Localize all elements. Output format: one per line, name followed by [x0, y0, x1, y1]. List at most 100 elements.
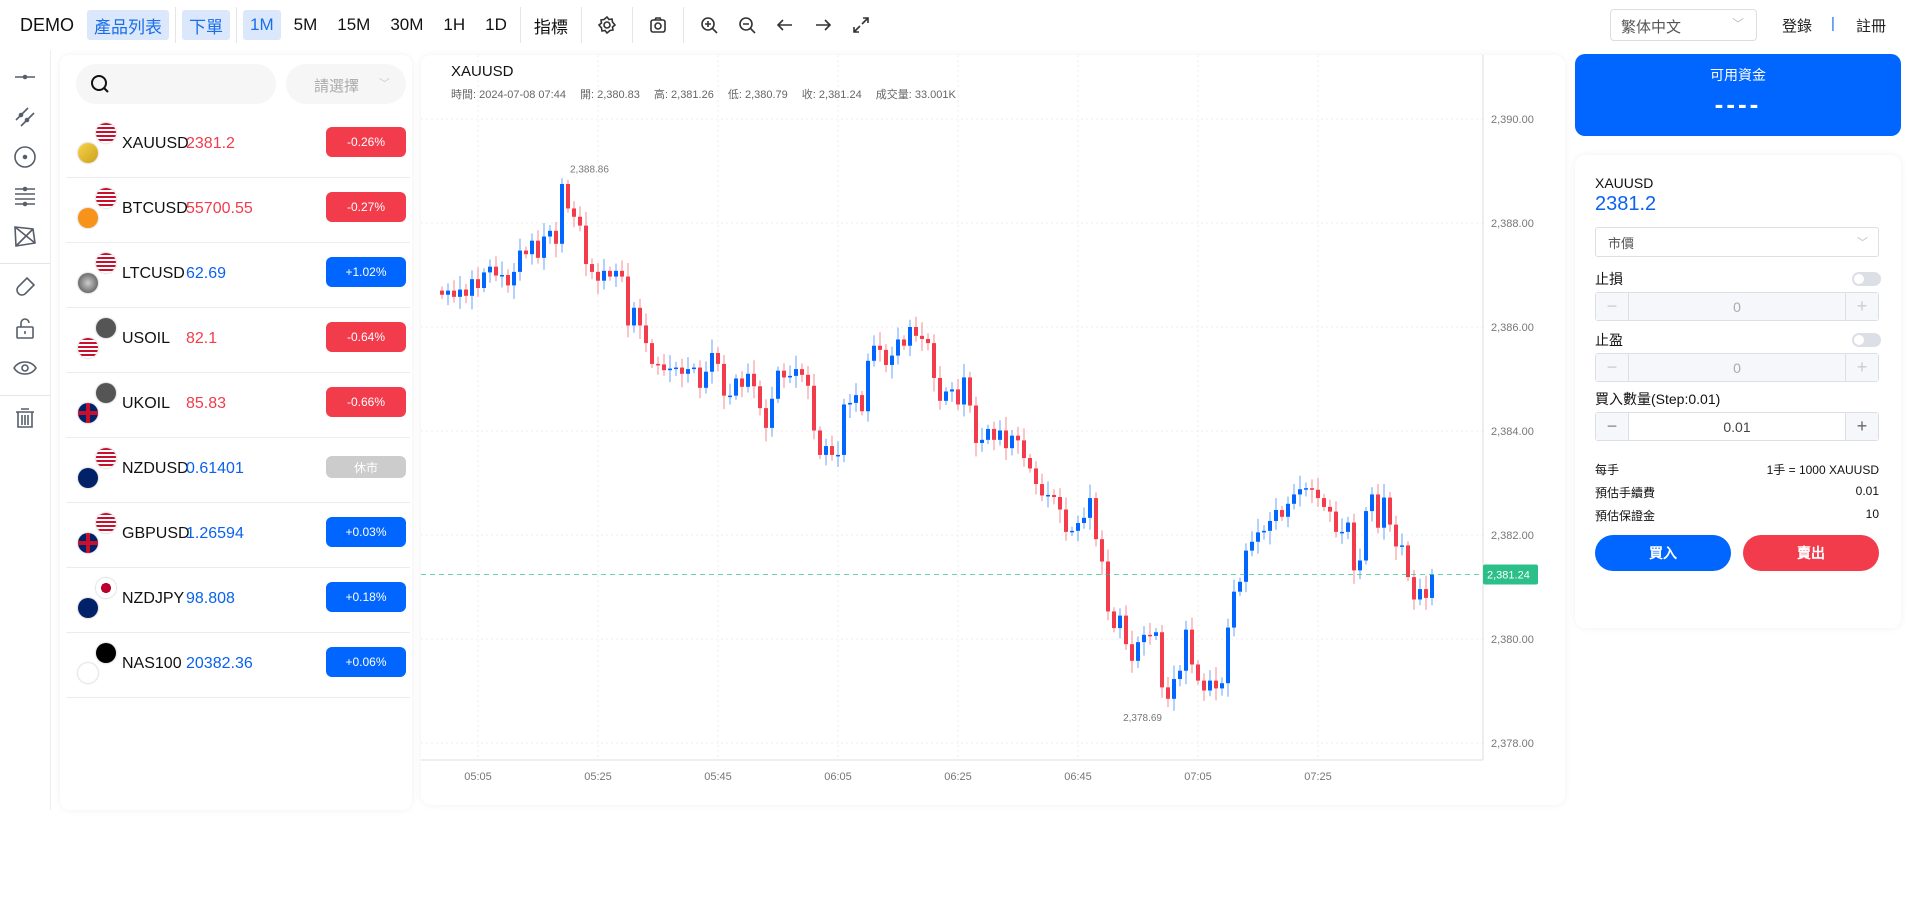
candle-body [698, 367, 702, 388]
candle-body [704, 371, 708, 388]
product-row-nas100[interactable]: NAS100 20382.36 +0.06% [66, 633, 410, 698]
product-row-usoil[interactable]: USOIL 82.1 -0.64% [66, 308, 410, 373]
unlock-icon[interactable] [10, 313, 40, 343]
take-profit-plus[interactable]: + [1846, 354, 1878, 381]
candle-body [1052, 494, 1056, 498]
product-symbol: USOIL [122, 330, 171, 347]
buy-button[interactable]: 買入 [1595, 535, 1731, 571]
quantity-input[interactable]: 0.01 [1628, 413, 1846, 440]
x-tick-label: 07:25 [1304, 771, 1332, 783]
take-profit-toggle[interactable] [1852, 333, 1881, 347]
interval-1h[interactable]: 1H [443, 15, 466, 34]
candle-body [476, 279, 480, 288]
candle-body [464, 289, 468, 296]
candle-body [938, 377, 942, 401]
stop-loss-minus[interactable]: − [1596, 293, 1628, 320]
info-value: 0.01 [1855, 484, 1879, 498]
arrow-left-icon[interactable] [770, 10, 800, 40]
candle-body [1202, 680, 1206, 691]
candle-body [902, 339, 906, 346]
product-symbol: XAUUSD [122, 135, 189, 152]
product-row-nzdjpy[interactable]: NZDJPY 98.808 +0.18% [66, 568, 410, 633]
divider [682, 7, 684, 43]
product-row-gbpusd[interactable]: GBPUSD 1.26594 +0.03% [66, 503, 410, 568]
indicators-button[interactable]: 指標 [533, 17, 568, 37]
candle-body [956, 389, 960, 405]
take-profit-input[interactable]: 0 [1628, 354, 1846, 381]
candle-body [1178, 670, 1182, 680]
uk-flag-icon [78, 403, 98, 423]
product-row-nzdusd[interactable]: NZDUSD 0.61401 休市 [66, 438, 410, 503]
order-type-select[interactable]: 市價 ﹀ [1595, 227, 1879, 257]
candle-body [1304, 488, 1308, 490]
nav-product-list[interactable]: 產品列表 [87, 10, 169, 40]
change-badge: 休市 [326, 456, 406, 478]
horizontal-line-icon[interactable] [10, 62, 40, 92]
eye-icon[interactable] [10, 353, 40, 383]
candle-body [998, 430, 1002, 440]
circle-tool-icon[interactable] [10, 142, 40, 172]
gear-icon[interactable] [592, 10, 622, 40]
login-link[interactable]: 登錄 [1782, 18, 1813, 35]
product-price: 20382.36 [186, 655, 253, 672]
funds-title: 可用資金 [1710, 67, 1766, 83]
candle-body [560, 184, 564, 244]
polygon-tool-icon[interactable] [10, 222, 40, 252]
quantity-plus[interactable]: + [1846, 413, 1878, 440]
take-profit-minus[interactable]: − [1596, 354, 1628, 381]
product-row-xauusd[interactable]: XAUUSD 2381.2 -0.26% [66, 113, 410, 178]
quantity-minus[interactable]: − [1596, 413, 1628, 440]
product-row-ltcusd[interactable]: LTCUSD 62.69 +1.02% [66, 243, 410, 308]
language-select[interactable]: 繁体中文 ﹀ [1610, 9, 1757, 41]
fullscreen-icon[interactable] [846, 10, 876, 40]
gold-flag-icon [78, 143, 98, 163]
interval-1m[interactable]: 1M [243, 10, 281, 40]
zoom-out-icon[interactable] [732, 10, 762, 40]
camera-icon[interactable] [643, 10, 673, 40]
candle-body [1256, 532, 1260, 542]
candle-body [992, 428, 996, 440]
interval-15m[interactable]: 15M [337, 15, 371, 34]
change-badge: +0.06% [326, 647, 406, 677]
product-row-btcusd[interactable]: BTCUSD 55700.55 -0.27% [66, 178, 410, 243]
candle-body [1184, 629, 1188, 671]
candle-body [656, 363, 660, 366]
interval-5m[interactable]: 5M [293, 15, 318, 34]
magnet-icon[interactable] [10, 273, 40, 303]
candle-body [1280, 510, 1284, 517]
candle-body [1430, 574, 1434, 598]
candle-body [572, 208, 576, 217]
candle-body [1022, 440, 1026, 459]
parallel-lines-icon[interactable] [10, 102, 40, 132]
us-flag-icon [78, 338, 98, 358]
candle-body [548, 230, 552, 237]
register-link[interactable]: 註冊 [1856, 18, 1887, 35]
product-row-ukoil[interactable]: UKOIL 85.83 -0.66% [66, 373, 410, 438]
candle-body [920, 335, 924, 339]
fib-lines-icon[interactable] [10, 182, 40, 212]
candlestick-chart[interactable]: 2,378.00 2,380.00 2,382.00 2,384.00 2,386.00… [421, 55, 1565, 805]
take-profit-stepper: −0 + [1595, 353, 1879, 382]
category-select[interactable]: 請選擇 ﹀ [286, 64, 406, 104]
candle-body [650, 343, 654, 364]
category-placeholder: 請選擇 [314, 78, 360, 95]
trash-icon[interactable] [10, 403, 40, 433]
arrow-right-icon[interactable] [808, 10, 838, 40]
candle-body [1238, 581, 1242, 592]
candle-body [1118, 615, 1122, 629]
sell-button[interactable]: 賣出 [1743, 535, 1879, 571]
interval-1d[interactable]: 1D [485, 15, 507, 34]
candle-body [536, 240, 540, 258]
search-input[interactable] [76, 64, 276, 104]
candle-body [440, 290, 444, 295]
stop-loss-input[interactable]: 0 [1628, 293, 1846, 320]
stop-loss-plus[interactable]: + [1846, 293, 1878, 320]
candle-body [530, 240, 534, 255]
candle-body [1100, 539, 1104, 562]
interval-30m[interactable]: 30M [390, 15, 424, 34]
stop-loss-toggle[interactable] [1852, 272, 1881, 286]
nav-place-order[interactable]: 下單 [182, 10, 230, 40]
uk-flag-icon [78, 533, 98, 553]
zoom-in-icon[interactable] [694, 10, 724, 40]
chart-panel[interactable]: XAUUSD 時間: 2024-07-08 07:44 開: 2,380.83 … [421, 55, 1565, 805]
